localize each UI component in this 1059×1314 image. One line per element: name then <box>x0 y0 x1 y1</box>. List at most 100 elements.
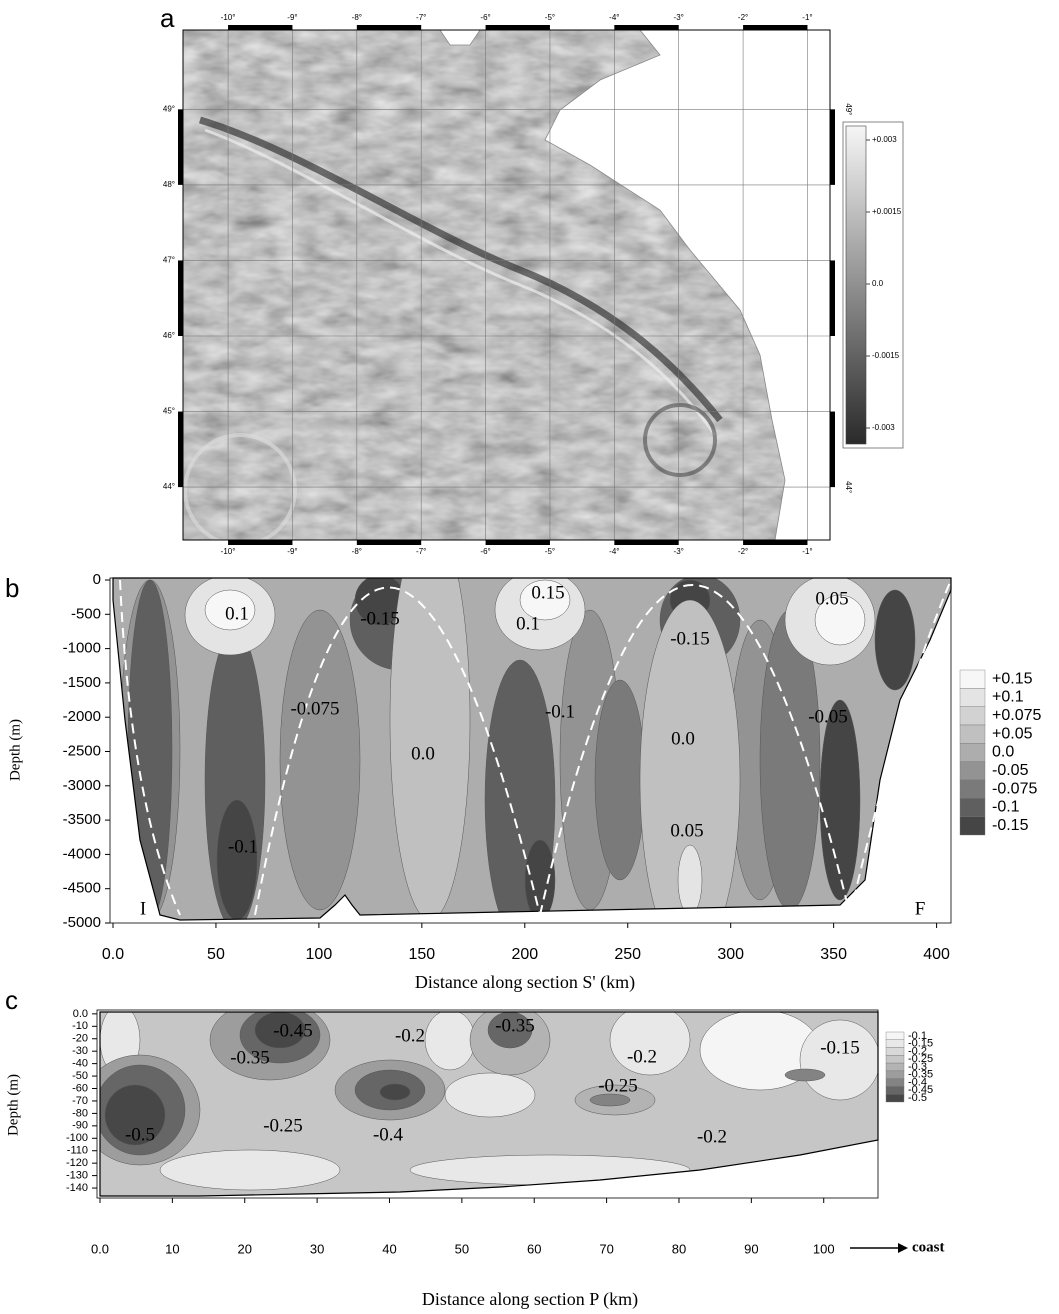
colorbar <box>845 125 867 445</box>
contour-label: -0.2 <box>395 1025 425 1046</box>
x-tick-label: -6° <box>480 13 490 22</box>
contour-region <box>609 1012 691 1076</box>
eddy <box>643 403 717 477</box>
contour-label: -0.35 <box>495 1015 535 1036</box>
y-tick-label: -70 <box>72 1095 88 1107</box>
y-tick-label: -50 <box>72 1070 88 1082</box>
contour-region <box>524 839 556 920</box>
x-tick-label: -9° <box>287 547 297 556</box>
y-tick-label: -120 <box>66 1157 88 1169</box>
x-tick-label: 100 <box>813 1241 835 1256</box>
contour-region <box>204 589 256 631</box>
ray-path <box>849 579 952 916</box>
frame-bar <box>485 540 550 545</box>
eddy <box>183 433 297 540</box>
slope-ridge <box>198 116 723 423</box>
contour-region <box>799 1019 878 1101</box>
x-tick-label: 400 <box>923 946 950 963</box>
contour-label: -0.45 <box>273 1020 313 1041</box>
contour-label: -0.2 <box>627 1046 657 1067</box>
x-tick-label: -5° <box>545 13 555 22</box>
colorbar-label: -0.3 <box>908 1061 927 1073</box>
contour-region <box>424 1012 476 1071</box>
y-tick-label: -5000 <box>63 914 101 931</box>
y-tick-label: -3500 <box>63 811 101 828</box>
colorbar-swatch <box>959 688 986 707</box>
contour-region <box>159 1149 341 1191</box>
frame-bar <box>178 260 183 336</box>
colorbar-label: 0.0 <box>992 744 1014 761</box>
x-tick-label: -2° <box>738 547 748 556</box>
x-axis-title: Distance along section P (km) <box>422 1289 638 1310</box>
y-tick-label: -100 <box>66 1132 88 1144</box>
contour-region <box>874 589 916 691</box>
x-tick-label: 20 <box>238 1241 252 1256</box>
contour-label: -0.1 <box>545 701 575 722</box>
ray-path <box>119 579 181 916</box>
frame-bar <box>228 25 293 30</box>
x-tick-label: 100 <box>306 946 333 963</box>
colorbar-label: -0.15 <box>908 1038 933 1050</box>
panel-label: b <box>5 573 19 603</box>
y-tick-label: -2500 <box>63 742 101 759</box>
colorbar-swatch <box>885 1031 905 1040</box>
y-tick-label: 45° <box>163 407 175 416</box>
x-tick-label: 350 <box>820 946 847 963</box>
contour-label: 0.15 <box>531 582 564 603</box>
y-tick-label: 0.0 <box>73 1008 88 1020</box>
colorbar-swatch <box>885 1070 905 1079</box>
x-tick-label: 80 <box>672 1241 686 1256</box>
colorbar-label: +0.1 <box>992 689 1024 706</box>
contour-label: -0.4 <box>373 1124 404 1145</box>
colorbar-swatch <box>959 669 986 689</box>
x-tick-label: -1° <box>802 13 812 22</box>
contour-label: -0.25 <box>598 1075 638 1096</box>
x-tick-label: -9° <box>287 13 297 22</box>
y-tick-label: -110 <box>67 1145 88 1157</box>
coast-arrowhead <box>898 1243 908 1253</box>
colorbar-label: -0.4 <box>908 1076 927 1088</box>
y-tick-label: -10 <box>72 1020 88 1032</box>
panel-label: a <box>160 3 175 33</box>
ray-path <box>254 586 541 916</box>
contour-label: -0.15 <box>670 628 710 649</box>
contour-label: -0.25 <box>263 1115 303 1136</box>
colorbar-label: -0.35 <box>908 1069 933 1081</box>
ray-path <box>539 584 851 916</box>
colorbar-label: +0.15 <box>992 670 1033 687</box>
contour-label: 0.05 <box>815 588 848 609</box>
contour-label: F <box>915 898 926 919</box>
colorbar-swatch <box>959 724 986 744</box>
x-tick-label: -10° <box>221 547 236 556</box>
colorbar-swatch <box>885 1047 905 1056</box>
frame-bar <box>830 411 835 488</box>
y-tick-label: -90 <box>72 1120 88 1132</box>
colorbar-swatch <box>885 1086 905 1095</box>
y-tick-label: -80 <box>72 1107 88 1119</box>
x-tick-label: -10° <box>221 13 236 22</box>
x-tick-label: -4° <box>609 13 619 22</box>
y-tick-label: 49° <box>163 104 175 113</box>
y-tick-label: -60 <box>72 1082 88 1094</box>
land <box>439 30 481 46</box>
contour-region <box>594 679 646 881</box>
y-tick-label: -1500 <box>63 674 101 691</box>
x-tick-label: -1° <box>802 547 812 556</box>
colorbar-label: -0.15 <box>992 817 1029 834</box>
colorbar-label: -0.1 <box>992 799 1020 816</box>
colorbar-swatch <box>959 816 986 836</box>
frame-bar <box>830 109 835 185</box>
frame-bar <box>614 540 679 545</box>
x-tick-label: 40 <box>382 1241 396 1256</box>
x-tick-label: 200 <box>511 946 538 963</box>
colorbar-label: -0.2 <box>908 1045 927 1057</box>
x-tick-label: -7° <box>416 13 426 22</box>
contour-region <box>819 699 861 901</box>
y-tick-label: 44° <box>844 481 853 493</box>
colorbar-label: +0.0015 <box>872 207 902 216</box>
contour-label: 0.0 <box>411 743 435 764</box>
frame-bar <box>485 25 550 30</box>
x-tick-label: -8° <box>352 547 362 556</box>
y-tick-label: -40 <box>72 1058 88 1070</box>
